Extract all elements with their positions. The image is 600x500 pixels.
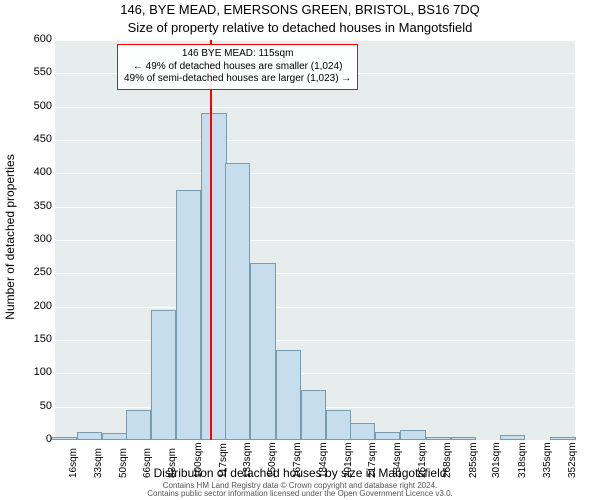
- y-gridline: [55, 307, 575, 308]
- annotation-box: 146 BYE MEAD: 115sqm ← 49% of detached ho…: [117, 44, 358, 90]
- y-gridline: [55, 207, 575, 208]
- y-gridline: [55, 273, 575, 274]
- x-axis-label: Distribution of detached houses by size …: [0, 466, 600, 480]
- histogram-bar: [151, 310, 176, 440]
- histogram-bar: [350, 423, 375, 440]
- y-gridline: [55, 107, 575, 108]
- y-gridline: [55, 440, 575, 441]
- y-tick-label: 0: [7, 433, 52, 445]
- histogram-bar: [77, 432, 102, 440]
- histogram-bar: [176, 190, 201, 440]
- y-gridline: [55, 173, 575, 174]
- property-size-marker: [210, 40, 212, 440]
- y-tick-label: 150: [7, 333, 52, 345]
- histogram-bar: [400, 430, 425, 440]
- histogram-bar: [51, 437, 76, 440]
- y-tick-label: 300: [7, 233, 52, 245]
- y-gridline: [55, 240, 575, 241]
- y-gridline: [55, 340, 575, 341]
- y-tick-label: 100: [7, 366, 52, 378]
- histogram-bar: [326, 410, 351, 440]
- y-tick-label: 350: [7, 200, 52, 212]
- chart-title-line1: 146, BYE MEAD, EMERSONS GREEN, BRISTOL, …: [0, 2, 600, 17]
- y-tick-label: 50: [7, 400, 52, 412]
- chart-root: { "title_line1": "146, BYE MEAD, EMERSON…: [0, 0, 600, 500]
- y-tick-label: 600: [7, 33, 52, 45]
- y-tick-label: 450: [7, 133, 52, 145]
- histogram-bar: [500, 435, 525, 440]
- annot-line2: ← 49% of detached houses are smaller (1,…: [133, 61, 343, 72]
- annot-line1: 146 BYE MEAD: 115sqm: [182, 48, 294, 59]
- histogram-bar: [276, 350, 301, 440]
- chart-title-line2: Size of property relative to detached ho…: [0, 20, 600, 35]
- y-tick-label: 250: [7, 266, 52, 278]
- y-tick-label: 550: [7, 66, 52, 78]
- y-gridline: [55, 40, 575, 41]
- histogram-bar: [426, 437, 451, 440]
- y-gridline: [55, 373, 575, 374]
- y-tick-label: 200: [7, 300, 52, 312]
- histogram-bar: [451, 437, 476, 440]
- histogram-bar: [250, 263, 275, 440]
- annot-line3: 49% of semi-detached houses are larger (…: [124, 73, 351, 84]
- plot-area: 146 BYE MEAD: 115sqm ← 49% of detached ho…: [55, 40, 575, 440]
- histogram-bar: [126, 410, 151, 440]
- y-tick-label: 500: [7, 100, 52, 112]
- histogram-bar: [102, 433, 127, 440]
- histogram-bar: [550, 437, 575, 440]
- footer-attribution: Contains HM Land Registry data © Crown c…: [0, 482, 600, 498]
- histogram-bar: [375, 432, 400, 440]
- y-gridline: [55, 140, 575, 141]
- y-tick-label: 400: [7, 166, 52, 178]
- histogram-bar: [201, 113, 226, 440]
- histogram-bar: [301, 390, 326, 440]
- histogram-bar: [225, 163, 250, 440]
- footer-line2: Contains public sector information licen…: [147, 489, 453, 498]
